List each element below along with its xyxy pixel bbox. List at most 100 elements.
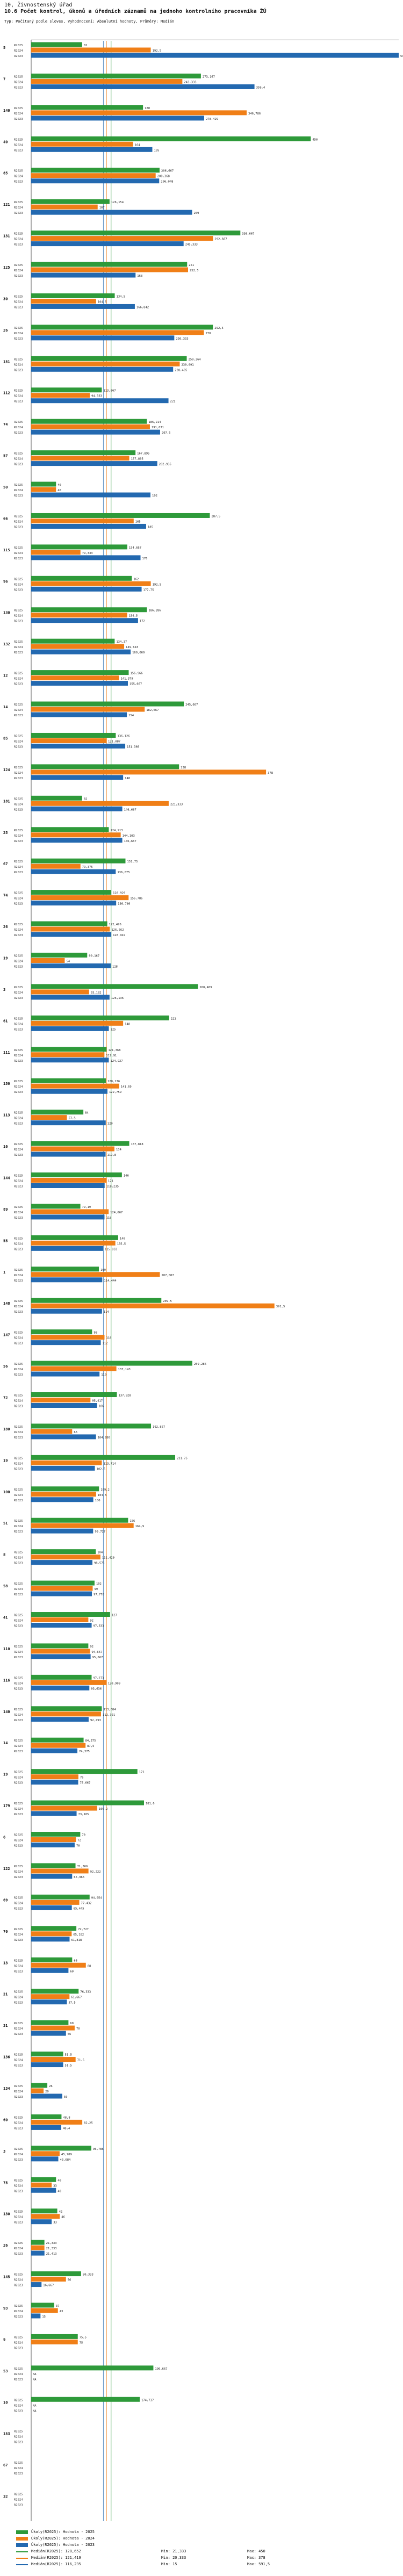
bar <box>31 2277 66 2282</box>
group-label: 25 <box>3 831 8 835</box>
bar <box>31 1685 90 1690</box>
data-label: 65,966 <box>74 1876 84 1879</box>
group-label: 67 <box>3 2463 8 2467</box>
bar <box>31 1711 101 1717</box>
bar <box>31 1486 99 1492</box>
series-label: R2024 <box>14 112 23 116</box>
data-label: 56 <box>68 2279 71 2282</box>
series-label: R2025 <box>14 578 23 581</box>
bar <box>31 1183 105 1188</box>
series-label: R2024 <box>14 206 23 210</box>
bar <box>31 523 146 529</box>
bar <box>31 1994 70 1999</box>
bar <box>31 1026 109 1031</box>
series-label: R2023 <box>14 588 23 592</box>
bar <box>31 932 112 937</box>
group-label: 147 <box>3 1333 10 1337</box>
legend-swatch <box>16 2543 28 2547</box>
series-label: R2024 <box>14 81 23 84</box>
group-label: 60 <box>3 2118 8 2122</box>
series-label: R2024 <box>14 175 23 178</box>
bar <box>31 1047 107 1052</box>
data-label: 111,429 <box>102 1557 114 1560</box>
group-label: 89 <box>3 1207 8 1212</box>
bar <box>31 1110 84 1115</box>
bar <box>31 419 147 424</box>
series-label: R2023 <box>14 212 23 215</box>
group-label: 153 <box>3 2432 10 2436</box>
group-label: 96 <box>3 579 8 584</box>
data-label: 127 <box>112 1614 117 1617</box>
group-label: 69 <box>3 1898 8 1902</box>
data-label: 61,818 <box>71 1939 82 1942</box>
group-label: 181 <box>3 799 10 803</box>
series-label: R2023 <box>14 1845 23 1848</box>
data-label: 104 <box>97 1551 103 1555</box>
data-label: 122,759 <box>109 1091 121 1094</box>
series-label: R2023 <box>14 181 23 184</box>
series-label: R2025 <box>14 327 23 330</box>
bar <box>31 1141 129 1146</box>
data-label: 79,375 <box>82 866 93 869</box>
series-label: R2023 <box>14 243 23 247</box>
data-label: 109 <box>100 1269 106 1272</box>
group-label: 1 <box>3 1270 5 1275</box>
series-label: R2025 <box>14 672 23 675</box>
bar <box>31 2119 83 2125</box>
data-label: 228,495 <box>175 369 187 372</box>
bar <box>31 1371 100 1377</box>
series-label: R2024 <box>14 1242 23 1246</box>
series-label: R2023 <box>14 306 23 309</box>
series-label: R2023 <box>14 2064 23 2068</box>
bar <box>31 136 311 141</box>
bar <box>31 450 136 456</box>
bar <box>31 1528 93 1534</box>
series-label: R2024 <box>14 2121 23 2125</box>
bar <box>31 2245 45 2250</box>
data-label: 106 <box>99 1405 104 1408</box>
series-label: R2023 <box>14 1562 23 1565</box>
bar <box>31 764 179 769</box>
bar <box>31 921 107 926</box>
data-label: 128 <box>112 965 118 968</box>
bar <box>31 1706 102 1711</box>
data-label: 93,182 <box>91 991 102 995</box>
bar <box>31 832 121 838</box>
bar <box>31 361 180 366</box>
data-label: 243,333 <box>184 81 196 84</box>
series-label: R2025 <box>14 766 23 769</box>
data-label: 278 <box>205 332 211 335</box>
data-label: 90,167 <box>89 954 99 958</box>
data-label: 48,8 <box>63 2116 70 2119</box>
series-label: R2023 <box>14 2504 23 2507</box>
series-label: R2024 <box>14 1023 23 1026</box>
series-label: R2025 <box>14 829 23 832</box>
series-label: R2025 <box>14 2430 23 2434</box>
series-label: R2023 <box>14 1436 23 1440</box>
data-label: 80,333 <box>83 2273 93 2277</box>
bar <box>31 1177 106 1183</box>
group-label: 148 <box>3 1301 10 1306</box>
legend-swatch <box>16 2530 28 2534</box>
series-label: R2024 <box>14 1462 23 1465</box>
group-label: 140 <box>3 1710 10 1714</box>
series-label: R2025 <box>14 233 23 236</box>
group-label: 74 <box>3 422 8 427</box>
bar <box>31 424 150 429</box>
data-label: 40 <box>57 2190 61 2193</box>
data-label: 165 <box>135 520 141 523</box>
series-label: R2024 <box>14 2373 23 2376</box>
data-label: 180 <box>145 107 150 110</box>
data-label: 192 <box>152 494 157 498</box>
bar <box>31 141 133 147</box>
bar <box>31 1172 122 1177</box>
data-label: 164,9 <box>135 1525 145 1528</box>
series-label: R2024 <box>14 363 23 366</box>
data-label: 48,4 <box>63 2127 70 2130</box>
group-label: 12 <box>3 674 8 678</box>
group-label: 130 <box>3 2212 10 2217</box>
series-label: R2024 <box>14 2341 23 2344</box>
bar <box>31 858 126 864</box>
group-label: 21 <box>3 1992 8 1997</box>
series-label: R2024 <box>14 2184 23 2188</box>
